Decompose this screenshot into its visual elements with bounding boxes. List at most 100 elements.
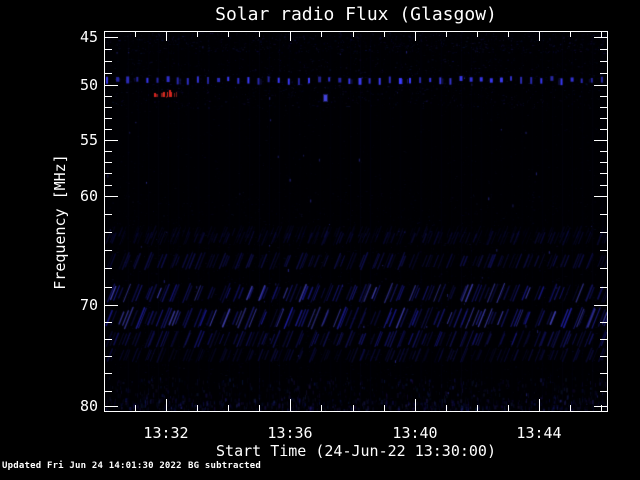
axis-tick: [105, 140, 118, 141]
axis-tick: [539, 399, 540, 412]
axis-tick: [415, 399, 416, 412]
axis-tick: [594, 140, 607, 141]
axis-tick: [105, 305, 118, 306]
axis-tick: [600, 356, 607, 357]
axis-tick: [105, 250, 112, 251]
axis-tick: [105, 85, 118, 86]
axis-tick: [105, 185, 112, 186]
y-axis-label: Frequency [MHz]: [51, 154, 69, 290]
axis-tick: [384, 405, 385, 412]
axis-tick: [600, 391, 607, 392]
axis-tick: [600, 173, 607, 174]
x-tick-label: 13:40: [392, 424, 438, 442]
axis-tick: [135, 405, 136, 412]
axis-tick: [290, 399, 291, 412]
axis-tick: [446, 32, 447, 37]
axis-tick: [600, 214, 607, 215]
y-tick-label: 50: [79, 76, 98, 94]
x-axis-label: Start Time (24-Jun-22 13:30:00): [216, 442, 496, 460]
axis-tick: [105, 107, 112, 108]
axis-tick: [105, 406, 118, 407]
x-tick-label: 13:44: [516, 424, 562, 442]
axis-tick: [105, 129, 112, 130]
axis-tick: [105, 151, 112, 152]
axis-tick: [570, 32, 571, 37]
axis-tick: [105, 322, 112, 323]
axis-tick: [105, 232, 112, 233]
axis-tick: [600, 107, 607, 108]
axis-tick: [600, 96, 607, 97]
axis-tick: [594, 85, 607, 86]
axis-tick: [539, 32, 540, 41]
axis-tick: [594, 305, 607, 306]
axis-tick: [601, 32, 602, 37]
axis-tick: [594, 406, 607, 407]
axis-tick: [600, 49, 607, 50]
axis-tick: [600, 268, 607, 269]
axis-tick: [594, 196, 607, 197]
y-tick-label: 45: [79, 28, 98, 46]
axis-tick: [259, 32, 260, 37]
axis-tick: [228, 405, 229, 412]
axis-tick: [600, 73, 607, 74]
axis-tick: [105, 73, 112, 74]
axis-tick: [570, 405, 571, 412]
axis-tick: [105, 61, 112, 62]
axis-tick: [105, 268, 112, 269]
axis-tick: [105, 214, 112, 215]
axis-tick: [105, 96, 112, 97]
axis-tick: [105, 287, 112, 288]
axis-tick: [290, 32, 291, 41]
axis-tick: [600, 185, 607, 186]
axis-tick: [105, 37, 118, 38]
axis-tick: [197, 32, 198, 37]
axis-tick: [166, 399, 167, 412]
axis-tick: [353, 32, 354, 37]
axis-tick: [384, 32, 385, 37]
axis-tick: [600, 287, 607, 288]
axis-tick: [105, 373, 112, 374]
x-tick-label: 13:32: [143, 424, 189, 442]
axis-tick: [105, 339, 112, 340]
axis-tick: [600, 339, 607, 340]
axis-tick: [321, 405, 322, 412]
update-timestamp: Updated Fri Jun 24 14:01:30 2022: [2, 461, 182, 471]
axis-tick: [228, 32, 229, 37]
axis-tick: [415, 32, 416, 41]
axis-tick: [600, 250, 607, 251]
axis-tick: [600, 118, 607, 119]
axis-tick: [600, 232, 607, 233]
axis-tick: [477, 405, 478, 412]
x-tick-label: 13:36: [267, 424, 313, 442]
axis-tick: [508, 32, 509, 37]
axis-tick: [105, 118, 112, 119]
axis-tick: [105, 162, 112, 163]
axis-tick: [353, 405, 354, 412]
bg-subtracted-note: BG subtracted: [188, 461, 262, 471]
axis-tick: [600, 129, 607, 130]
axis-tick: [259, 405, 260, 412]
axis-tick: [105, 49, 112, 50]
axis-tick: [600, 322, 607, 323]
axis-tick: [197, 405, 198, 412]
axis-tick: [105, 196, 118, 197]
axis-tick: [446, 405, 447, 412]
axis-tick: [600, 373, 607, 374]
axis-tick: [601, 405, 602, 412]
axis-tick: [594, 37, 607, 38]
spectrogram-canvas: [105, 32, 607, 411]
axis-tick: [600, 162, 607, 163]
axis-tick: [105, 391, 112, 392]
axis-tick: [105, 173, 112, 174]
axis-tick: [135, 32, 136, 37]
axis-tick: [600, 61, 607, 62]
y-tick-label: 60: [79, 187, 98, 205]
axis-tick: [166, 32, 167, 41]
chart-title: Solar radio Flux (Glasgow): [215, 4, 497, 25]
axis-tick: [600, 151, 607, 152]
y-tick-label: 55: [79, 131, 98, 149]
axis-tick: [321, 32, 322, 37]
y-tick-label: 70: [79, 296, 98, 314]
axis-tick: [477, 32, 478, 37]
